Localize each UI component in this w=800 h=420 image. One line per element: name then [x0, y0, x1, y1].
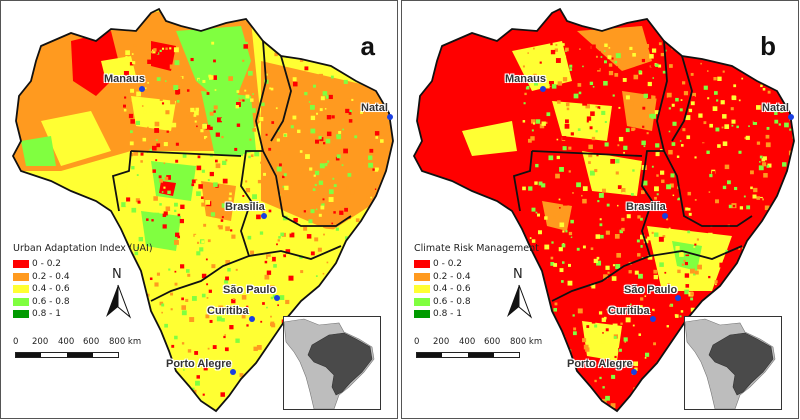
city-marker-porto-alegre — [631, 369, 637, 375]
legend-label: 0.2 - 0.4 — [433, 271, 471, 282]
legend-swatch — [414, 260, 430, 269]
city-marker-brasilia — [261, 213, 267, 219]
north-arrow-icon: N — [104, 267, 134, 327]
north-label: N — [112, 267, 122, 282]
legend-item: 0.8 - 1 — [13, 308, 153, 321]
legend-swatch — [13, 285, 29, 294]
city-label-curitiba: Curitiba — [207, 305, 249, 317]
city-marker-natal — [387, 114, 393, 120]
legend-swatch — [13, 297, 29, 306]
legend-item: 0.2 - 0.4 — [13, 271, 153, 284]
legend-label: 0.8 - 1 — [32, 309, 62, 320]
city-label-sao-paulo: São Paulo — [223, 284, 277, 296]
city-label-manaus: Manaus — [104, 73, 145, 85]
legend-label: 0 - 0.2 — [32, 259, 62, 270]
city-label-porto-alegre: Porto Alegre — [567, 358, 633, 370]
legend-swatch — [414, 297, 430, 306]
city-label-curitiba: Curitiba — [608, 305, 650, 317]
legend-label: 0.6 - 0.8 — [433, 296, 471, 307]
city-label-sao-paulo: São Paulo — [624, 284, 678, 296]
city-label-manaus: Manaus — [505, 73, 546, 85]
scale-bar-b: 0 200 400 600 800 km — [414, 337, 556, 358]
city-marker-curitiba — [650, 316, 656, 322]
city-label-natal: Natal — [361, 102, 388, 114]
map-panel-b: b Manaus Natal Brasília São Paulo Curiti… — [401, 0, 799, 419]
city-marker-porto-alegre — [230, 369, 236, 375]
scale-tick: 800 km — [510, 337, 543, 347]
scale-tick: 400 — [58, 337, 75, 347]
legend-label: 0.6 - 0.8 — [32, 296, 70, 307]
legend-b: Climate Risk Management 0 - 0.2 0.2 - 0.… — [414, 243, 539, 321]
scale-tick: 800 km — [109, 337, 142, 347]
scale-bar-a: 0 200 400 600 800 km — [13, 337, 155, 358]
legend-swatch — [13, 272, 29, 281]
panel-letter-a: a — [360, 31, 375, 61]
inset-locator-map-a — [283, 316, 381, 410]
scale-tick: 400 — [459, 337, 476, 347]
city-label-brasilia: Brasília — [225, 201, 265, 213]
city-marker-curitiba — [249, 316, 255, 322]
legend-item: 0 - 0.2 — [13, 258, 153, 271]
legend-item: 0 - 0.2 — [414, 258, 539, 271]
north-label: N — [513, 267, 523, 282]
scale-tick: 600 — [484, 337, 501, 347]
legend-label: 0 - 0.2 — [433, 259, 463, 270]
panel-letter-b: b — [760, 31, 776, 61]
legend-item: 0.6 - 0.8 — [414, 296, 539, 309]
city-marker-manaus — [139, 86, 145, 92]
city-marker-natal — [788, 114, 794, 120]
north-arrow-icon: N — [505, 267, 535, 327]
legend-label: 0.2 - 0.4 — [32, 271, 70, 282]
scale-tick: 200 — [433, 337, 450, 347]
legend-title: Climate Risk Management — [414, 243, 539, 254]
city-marker-brasilia — [662, 213, 668, 219]
legend-label: 0.4 - 0.6 — [32, 284, 70, 295]
city-label-natal: Natal — [762, 102, 789, 114]
legend-a: Urban Adaptation Index (UAI) 0 - 0.2 0.2… — [13, 243, 153, 321]
legend-item: 0.8 - 1 — [414, 308, 539, 321]
scale-tick: 600 — [83, 337, 100, 347]
legend-swatch — [414, 285, 430, 294]
city-marker-sao-paulo — [274, 295, 280, 301]
city-marker-manaus — [540, 86, 546, 92]
scale-tick: 0 — [13, 337, 19, 347]
legend-item: 0.2 - 0.4 — [414, 271, 539, 284]
city-label-porto-alegre: Porto Alegre — [166, 358, 232, 370]
legend-swatch — [414, 272, 430, 281]
legend-item: 0.6 - 0.8 — [13, 296, 153, 309]
legend-title: Urban Adaptation Index (UAI) — [13, 243, 153, 254]
city-marker-sao-paulo — [675, 295, 681, 301]
legend-label: 0.4 - 0.6 — [433, 284, 471, 295]
legend-swatch — [414, 310, 430, 319]
legend-label: 0.8 - 1 — [433, 309, 463, 320]
scale-tick: 200 — [32, 337, 49, 347]
legend-item: 0.4 - 0.6 — [13, 283, 153, 296]
scale-tick: 0 — [414, 337, 420, 347]
map-panel-a: a Manaus Natal Brasília São Paulo Curiti… — [0, 0, 398, 419]
legend-swatch — [13, 310, 29, 319]
city-label-brasilia: Brasília — [626, 201, 666, 213]
legend-swatch — [13, 260, 29, 269]
brazil-choropleth-map-a — [11, 7, 394, 413]
inset-locator-map-b — [684, 316, 782, 410]
legend-item: 0.4 - 0.6 — [414, 283, 539, 296]
